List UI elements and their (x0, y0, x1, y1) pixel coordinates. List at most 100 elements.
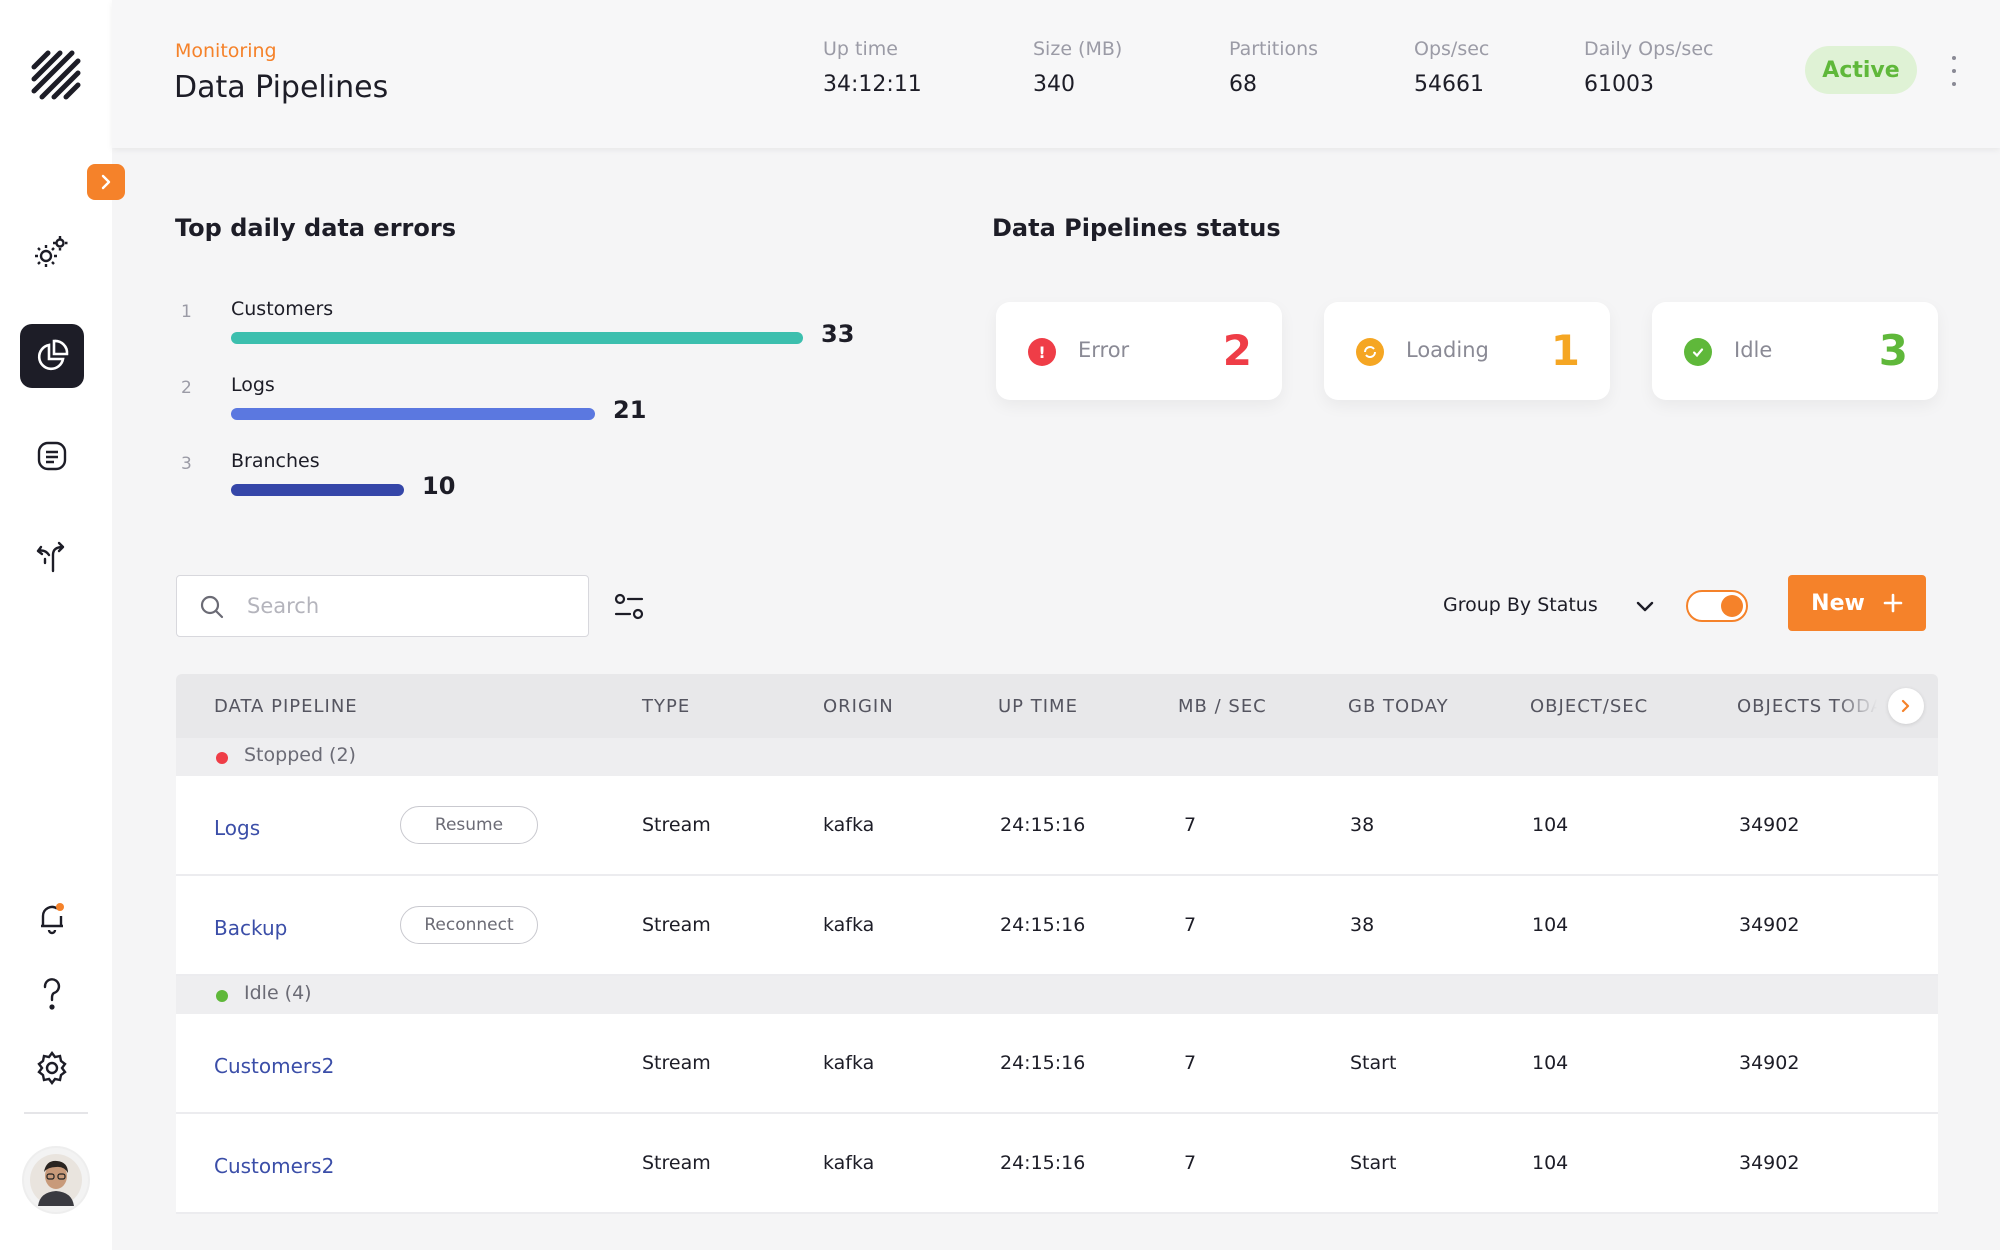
pipeline-name-link[interactable]: Customers2 (214, 1154, 335, 1178)
status-card-count: 1 (1550, 326, 1580, 375)
pipeline-name-link[interactable]: Customers2 (214, 1054, 335, 1078)
toggle-knob (1721, 595, 1743, 617)
gear-icon (37, 1051, 67, 1085)
group-toggle[interactable] (1686, 590, 1748, 622)
cell-object-sec: 104 (1532, 1052, 1569, 1074)
sidebar-expand-button[interactable] (87, 164, 125, 200)
sidebar-item-documents[interactable] (20, 424, 84, 488)
group-header[interactable]: Stopped (2) (176, 738, 1938, 776)
col-mb-sec[interactable]: MB / SEC (1178, 696, 1267, 717)
col-objects-today[interactable]: OBJECTS TODAY (1737, 696, 1877, 717)
status-card-count: 2 (1222, 326, 1252, 375)
resume-button[interactable]: Resume (400, 806, 538, 844)
stat-value: 34:12:11 (823, 72, 922, 97)
cell-gb-today: Start (1350, 1052, 1397, 1074)
cell-objects-today: 34902 (1739, 1052, 1800, 1074)
status-card-label: Error (1078, 338, 1130, 362)
cell-mb-sec: 7 (1184, 914, 1197, 936)
cell-up-time: 24:15:16 (1000, 1052, 1086, 1074)
cell-type: Stream (642, 814, 711, 836)
error-name: Branches (231, 450, 320, 472)
status-card-loading[interactable]: Loading 1 (1324, 302, 1610, 400)
table-row[interactable]: Logs Resume Stream kafka 24:15:16 7 38 104 34902 (176, 776, 1938, 876)
cell-up-time: 24:15:16 (1000, 914, 1086, 936)
error-value: 33 (821, 320, 855, 348)
status-card-label: Idle (1734, 338, 1773, 362)
pipeline-name-link[interactable]: Backup (214, 916, 288, 940)
cell-objects-today: 34902 (1739, 814, 1800, 836)
cell-mb-sec: 7 (1184, 1052, 1197, 1074)
reconnect-button[interactable]: Reconnect (400, 906, 538, 944)
split-arrows-icon (36, 541, 65, 573)
filter-icon[interactable] (612, 590, 646, 624)
avatar[interactable] (24, 1148, 88, 1212)
status-dot (216, 990, 228, 1002)
error-item[interactable]: 3 Branches 10 (175, 450, 875, 510)
group-label: Stopped (2) (244, 744, 356, 766)
stat-label: Up time (823, 38, 898, 60)
cell-object-sec: 104 (1532, 1152, 1569, 1174)
stat-value: 340 (1033, 72, 1075, 97)
pipelines-table: DATA PIPELINE TYPE ORIGIN UP TIME MB / S… (176, 674, 1938, 1214)
chevron-down-icon[interactable] (1634, 596, 1656, 616)
logo[interactable] (0, 0, 112, 150)
col-object-sec[interactable]: OBJECT/SEC (1530, 696, 1649, 717)
avatar-icon (30, 1154, 82, 1206)
search-input[interactable] (247, 590, 567, 622)
error-item[interactable]: 1 Customers 33 (175, 298, 875, 358)
new-button-label: New (1811, 590, 1865, 616)
search-icon (200, 595, 224, 619)
table-row[interactable]: Customers2 Stream kafka 24:15:16 7 Start 104 34… (176, 1114, 1938, 1214)
stat-ops-sec: Ops/sec 54661 (1414, 38, 1489, 97)
sidebar-item-routes[interactable] (20, 524, 84, 588)
cell-objects-today: 34902 (1739, 1152, 1800, 1174)
notifications-button[interactable] (20, 886, 84, 950)
pipeline-name-link[interactable]: Logs (214, 816, 261, 840)
col-up-time[interactable]: UP TIME (998, 696, 1078, 717)
settings-button[interactable] (20, 1036, 84, 1100)
cell-origin: kafka (823, 814, 875, 836)
col-data-pipeline[interactable]: DATA PIPELINE (214, 696, 358, 717)
group-label: Idle (4) (244, 982, 312, 1004)
error-item[interactable]: 2 Logs 21 (175, 374, 875, 434)
col-gb-today[interactable]: GB TODAY (1348, 696, 1449, 717)
status-section-title: Data Pipelines status (992, 214, 1281, 242)
scroll-right-button[interactable] (1888, 688, 1924, 724)
sidebar-item-dashboard[interactable] (20, 324, 84, 388)
chevron-right-icon (101, 174, 111, 190)
cell-origin: kafka (823, 1052, 875, 1074)
error-value: 10 (422, 472, 456, 500)
status-card-count: 3 (1878, 326, 1908, 375)
help-button[interactable] (20, 962, 84, 1026)
new-button[interactable]: New (1788, 575, 1926, 631)
cell-type: Stream (642, 914, 711, 936)
table-header: DATA PIPELINE TYPE ORIGIN UP TIME MB / S… (176, 674, 1938, 738)
cell-up-time: 24:15:16 (1000, 814, 1086, 836)
cell-mb-sec: 7 (1184, 1152, 1197, 1174)
breadcrumb[interactable]: Monitoring (175, 40, 277, 62)
error-bar (231, 332, 803, 344)
status-badge: Active (1805, 46, 1917, 94)
check-icon (1684, 338, 1712, 366)
cell-origin: kafka (823, 914, 875, 936)
error-value: 21 (613, 396, 647, 424)
status-card-error[interactable]: ! Error 2 (996, 302, 1282, 400)
col-type[interactable]: TYPE (642, 696, 691, 717)
stat-size: Size (MB) 340 (1033, 38, 1122, 97)
group-header[interactable]: Idle (4) (176, 976, 1938, 1014)
error-name: Customers (231, 298, 334, 320)
more-options-icon[interactable] (1948, 56, 1960, 86)
error-bar (231, 408, 595, 420)
cell-up-time: 24:15:16 (1000, 1152, 1086, 1174)
table-row[interactable]: Customers2 Stream kafka 24:15:16 7 Start 104 34… (176, 1014, 1938, 1114)
stat-label: Ops/sec (1414, 38, 1490, 60)
col-origin[interactable]: ORIGIN (823, 696, 894, 717)
cell-gb-today: 38 (1350, 914, 1375, 936)
sidebar-item-gears[interactable] (20, 220, 84, 284)
table-row[interactable]: Backup Reconnect Stream kafka 24:15:16 7 38 104… (176, 876, 1938, 976)
cell-type: Stream (642, 1052, 711, 1074)
document-icon (37, 441, 67, 471)
group-by-select[interactable]: Group By Status (1443, 594, 1598, 616)
stat-partitions: Partitions 68 (1229, 38, 1318, 97)
status-card-idle[interactable]: Idle 3 (1652, 302, 1938, 400)
